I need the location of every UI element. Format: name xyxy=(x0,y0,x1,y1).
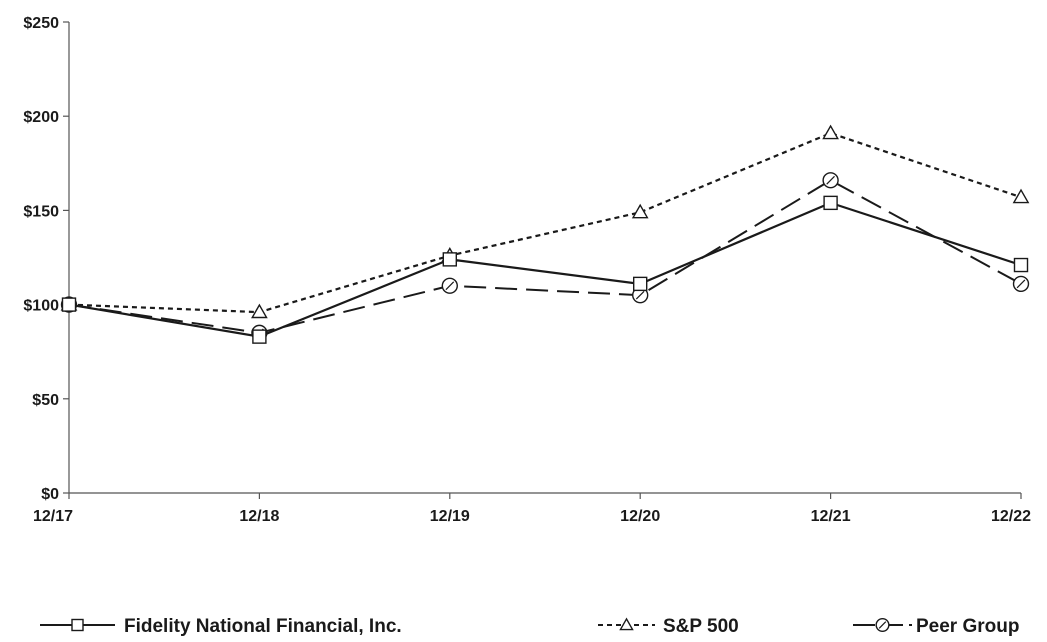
data-point-square xyxy=(633,276,648,292)
x-tick-label: 12/19 xyxy=(430,508,470,525)
data-point-square xyxy=(252,329,267,344)
y-tick-label: $100 xyxy=(23,298,59,315)
legend-label: Peer Group xyxy=(916,616,1019,637)
data-point-triangle xyxy=(1012,188,1030,204)
y-tick-label: $200 xyxy=(23,109,59,126)
circle-marker-slash xyxy=(1016,279,1026,289)
chart-axes xyxy=(68,22,1021,494)
y-tick-label: $0 xyxy=(41,486,59,503)
legend-item: S&P 500 xyxy=(598,616,739,637)
legend-marker-circle xyxy=(875,617,890,633)
data-point-square xyxy=(442,252,457,267)
series-line-square xyxy=(68,201,1022,338)
chart-legend: Fidelity National Financial, Inc. S&P 500… xyxy=(40,616,1019,637)
x-tick-label: 12/18 xyxy=(239,508,279,525)
x-tick-label: 12/21 xyxy=(811,508,851,525)
x-axis-ticks: 12/17 12/18 12/19 12/20 12/21 12/22 xyxy=(33,493,1031,525)
plot-area xyxy=(60,124,1030,344)
legend-marker-square xyxy=(71,618,84,632)
data-point-square xyxy=(823,195,838,211)
circle-marker-slash xyxy=(826,175,835,185)
series-line-triangle xyxy=(68,132,1022,314)
data-point-square xyxy=(1013,257,1029,273)
legend-marker-triangle xyxy=(619,617,634,631)
y-tick-label: $250 xyxy=(23,15,59,32)
series-line-circle xyxy=(68,179,1022,334)
y-axis-ticks: $0 $50 $100 $150 $200 $250 xyxy=(23,15,69,503)
x-tick-label: 12/22 xyxy=(991,508,1031,525)
legend-item: Peer Group xyxy=(853,616,1019,637)
circle-marker-slash xyxy=(635,290,645,300)
data-point-circle xyxy=(822,172,839,189)
legend-item: Fidelity National Financial, Inc. xyxy=(40,616,402,637)
data-point-triangle xyxy=(822,124,839,140)
y-tick-label: $150 xyxy=(23,203,59,220)
circle-marker-slash xyxy=(878,621,887,629)
x-tick-label: 12/20 xyxy=(620,508,660,525)
data-point-circle xyxy=(441,277,458,294)
circle-marker-slash xyxy=(445,281,455,291)
data-point-triangle xyxy=(631,203,649,219)
data-point-square xyxy=(61,297,77,312)
data-point-circle xyxy=(1012,275,1030,293)
x-tick-label: 12/17 xyxy=(33,508,73,525)
data-point-triangle xyxy=(251,303,268,319)
legend-label: S&P 500 xyxy=(663,616,739,637)
legend-label: Fidelity National Financial, Inc. xyxy=(124,616,402,637)
y-tick-label: $50 xyxy=(32,392,59,409)
